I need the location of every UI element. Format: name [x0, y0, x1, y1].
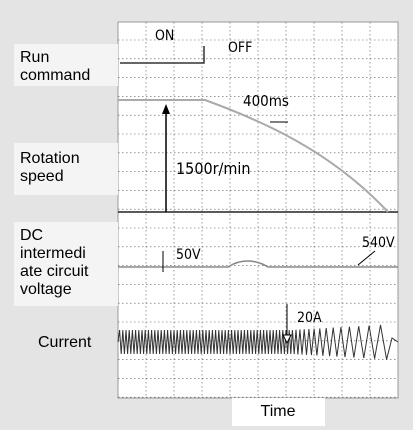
- off-label: OFF: [228, 40, 252, 56]
- label-box: [14, 143, 118, 195]
- line: command: [20, 67, 90, 84]
- line: speed: [20, 168, 64, 185]
- line: DC: [20, 227, 43, 244]
- line: voltage: [20, 281, 72, 298]
- speed-trace: [118, 99, 389, 213]
- on-label: ON: [155, 28, 174, 44]
- run-trace: [120, 46, 205, 64]
- dc-label: DC intermedi ate circuit voltage: [20, 227, 89, 298]
- line: intermedi: [20, 245, 86, 262]
- speed-label: Rotation speed: [20, 150, 80, 185]
- arrow-head: [282, 334, 292, 345]
- current-label: Current: [38, 334, 92, 351]
- line: Run: [20, 49, 49, 66]
- dc-trace: [118, 260, 398, 268]
- speed-scale: 1500r/min: [176, 159, 251, 178]
- interval-label: 400ms: [243, 92, 289, 110]
- line: ate circuit: [20, 263, 89, 280]
- time-label: Time: [261, 403, 296, 420]
- run-label: Run command: [20, 49, 90, 84]
- dc-level: 540V: [362, 235, 395, 251]
- label-box: [14, 44, 118, 86]
- arrow-head: [162, 104, 170, 114]
- dc-scale: 50V: [176, 247, 201, 263]
- dc-level-arrow: [357, 250, 376, 266]
- label-box: [14, 222, 118, 306]
- line: Rotation: [20, 150, 80, 167]
- label-box: [232, 398, 325, 426]
- current-trace: [117, 324, 399, 360]
- current-scale: 20A: [297, 310, 322, 326]
